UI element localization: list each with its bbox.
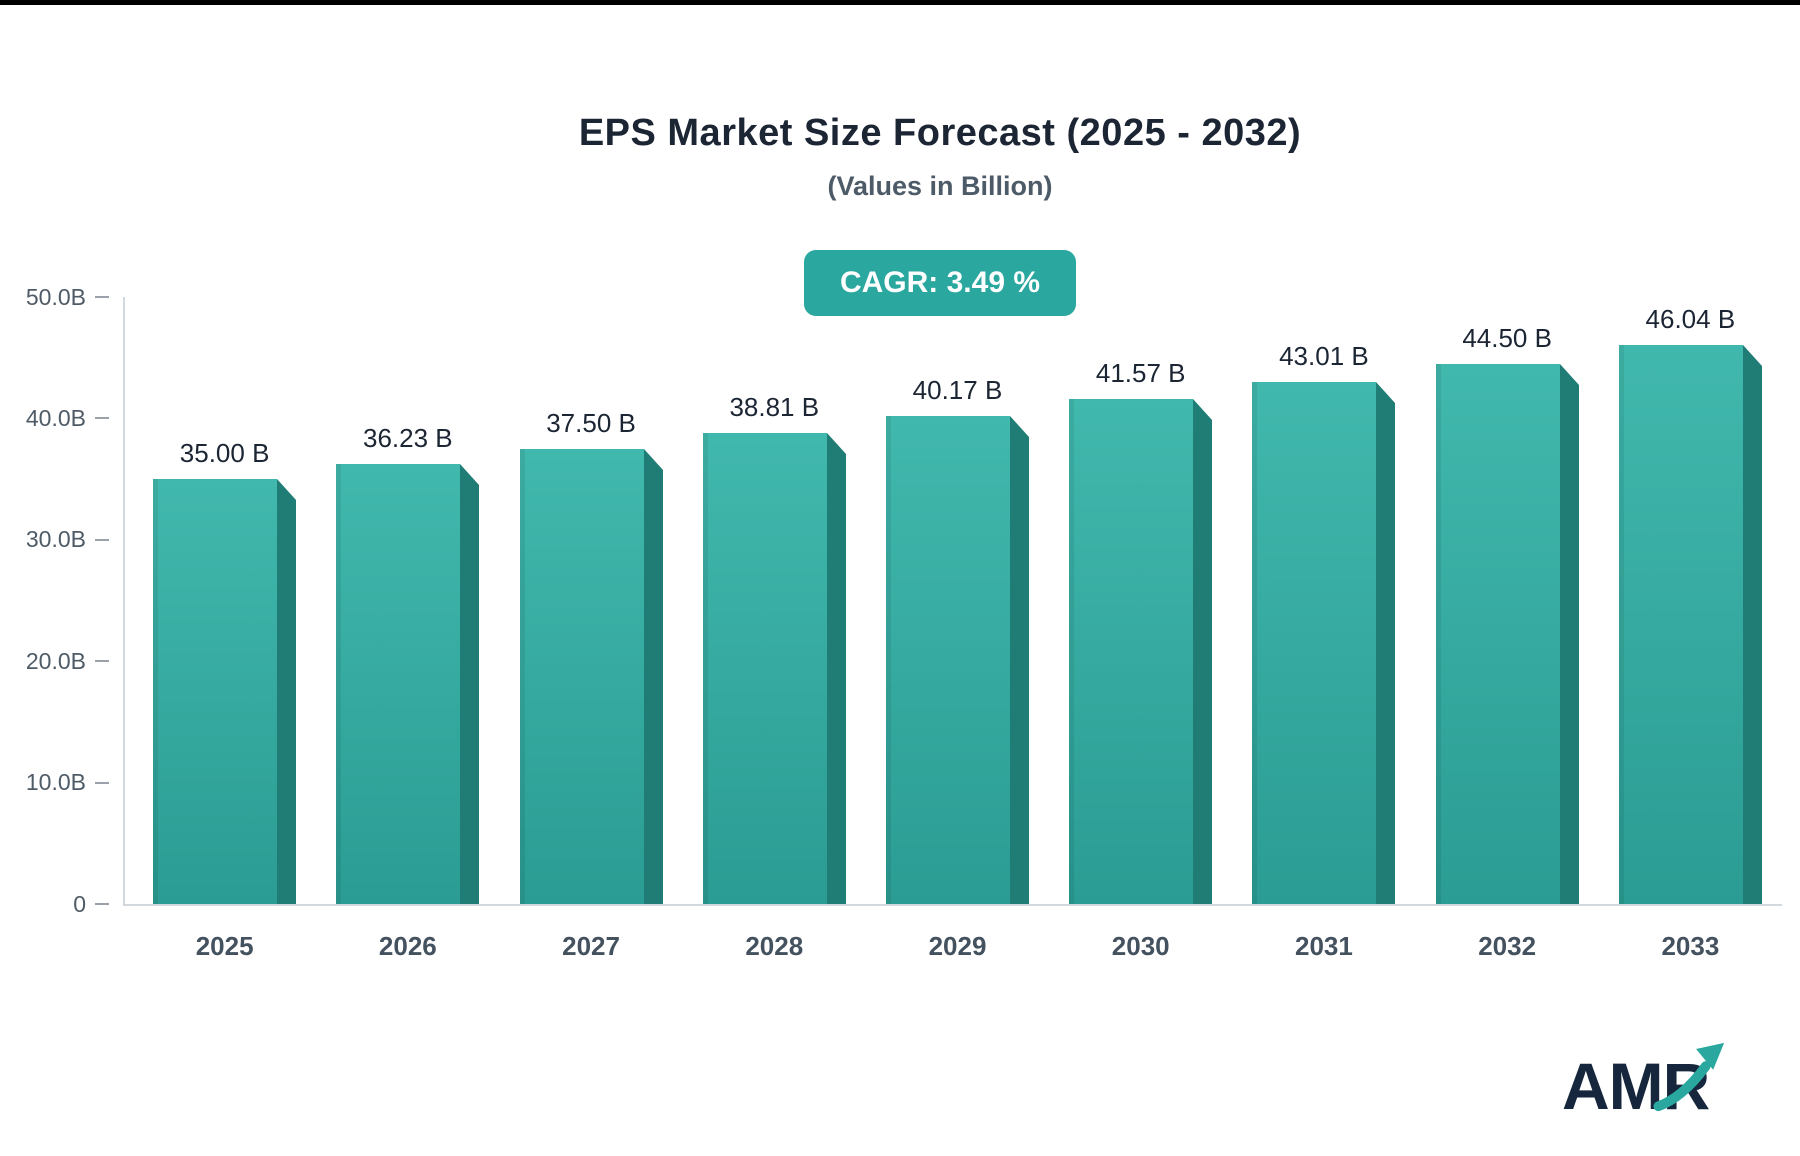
bar-face <box>519 448 644 904</box>
bar-value-label: 38.81 B <box>729 391 820 422</box>
bar-group: 36.23 B 2026 <box>316 297 499 961</box>
chart-subtitle: (Values in Billion) <box>827 171 1053 201</box>
bar-value-label: 44.50 B <box>1462 322 1552 353</box>
bar-group: 37.50 B 2027 <box>499 297 682 961</box>
bar <box>1618 345 1762 904</box>
y-tick-mark <box>95 538 109 541</box>
bar <box>519 448 663 904</box>
bar-face <box>1618 345 1743 904</box>
x-axis-label: 2027 <box>562 931 620 961</box>
bar-value-label: 43.01 B <box>1279 340 1369 371</box>
y-tick-label: 50.0B <box>25 283 86 310</box>
bar-top-corner <box>1742 345 1762 367</box>
bar-side-face <box>1009 437 1029 904</box>
bar-top-corner <box>1009 416 1029 438</box>
bar-side-face <box>277 500 297 904</box>
bar-group: 44.50 B 2032 <box>1416 297 1599 961</box>
bar-group: 40.17 B 2029 <box>866 297 1049 961</box>
y-tick-mark <box>95 296 109 298</box>
bar-face <box>153 479 278 904</box>
x-axis-label: 2028 <box>745 931 804 961</box>
bar-group: 38.81 B 2028 <box>683 297 866 961</box>
x-axis-label: 2033 <box>1661 931 1720 961</box>
x-axis-label: 2030 <box>1111 931 1170 961</box>
y-tick-mark <box>95 781 109 784</box>
y-tick: 50.0B <box>5 283 109 310</box>
bar-top-corner <box>643 448 663 470</box>
bar-side-face <box>1559 384 1579 904</box>
bar-side-face <box>643 469 663 904</box>
bar-value-label: 41.57 B <box>1095 358 1186 389</box>
x-axis-label: 2031 <box>1295 931 1353 961</box>
bar-face <box>885 416 1010 904</box>
bar-face <box>1069 399 1194 904</box>
bars: 35.00 B 2025 36.23 B 2026 37.50 B 2027 38.81 B… <box>133 297 1782 961</box>
bar <box>336 464 480 904</box>
cagr-badge: CAGR: 3.49 % <box>803 250 1077 316</box>
bar <box>702 432 846 904</box>
bar-face <box>702 432 827 904</box>
y-tick: 0 <box>5 890 109 917</box>
bar-group: 43.01 B 2031 <box>1232 297 1415 961</box>
bar-value-label: 36.23 B <box>363 423 453 454</box>
y-tick: 10.0B <box>5 769 109 796</box>
bar-value-label: 37.50 B <box>546 407 636 438</box>
cagr-badge-row: CAGR: 3.49 % <box>80 202 1800 316</box>
x-axis-label: 2025 <box>195 931 254 961</box>
y-tick: 30.0B <box>5 526 109 553</box>
bar-side-face <box>1742 366 1762 904</box>
plot-area: 0 10.0B 20.0B 30.0B 40.0B 50.0B 35.00 B 2025 36… <box>26 284 1782 961</box>
bar-face <box>336 464 461 904</box>
bar <box>1252 381 1396 904</box>
y-tick-mark <box>95 903 109 905</box>
y-tick-label: 10.0B <box>25 769 86 796</box>
x-axis-label: 2029 <box>928 931 987 961</box>
bar-side-face <box>826 453 846 904</box>
bar-top-corner <box>277 479 297 501</box>
bar-top-corner <box>1193 399 1213 421</box>
bar-face <box>1435 363 1560 904</box>
chart-header: EPS Market Size Forecast (2025 - 2032) (… <box>80 0 1800 316</box>
bar-top-corner <box>1559 363 1579 385</box>
bar-side-face <box>460 485 480 904</box>
bar-top-corner <box>826 432 846 454</box>
bar-top-corner <box>460 464 480 486</box>
x-axis-label: 2026 <box>378 931 437 961</box>
bar-group: 46.04 B 2033 <box>1599 297 1782 961</box>
bar-group: 41.57 B 2030 <box>1049 297 1232 961</box>
bar <box>1435 363 1579 904</box>
y-tick: 40.0B <box>5 404 109 431</box>
y-tick-label: 20.0B <box>25 647 86 674</box>
x-axis-line <box>123 904 1782 906</box>
y-tick-mark <box>95 417 109 420</box>
y-tick-mark <box>95 660 109 663</box>
y-axis-line <box>123 297 125 904</box>
bar-side-face <box>1193 420 1213 904</box>
bar-value-label: 35.00 B <box>179 438 270 469</box>
bar-value-label: 40.17 B <box>912 375 1003 406</box>
bar <box>1069 399 1213 904</box>
y-tick: 20.0B <box>5 647 109 674</box>
chart-title: EPS Market Size Forecast (2025 - 2032) <box>578 112 1302 154</box>
y-tick-label: 30.0B <box>25 526 86 553</box>
bar-value-label: 46.04 B <box>1645 304 1736 335</box>
bar <box>153 479 297 904</box>
bar <box>885 416 1029 904</box>
bar-top-corner <box>1376 381 1396 403</box>
logo-arrow-icon <box>1653 1042 1725 1112</box>
top-border <box>0 0 1800 5</box>
bar-group: 35.00 B 2025 <box>133 297 316 961</box>
x-axis-label: 2032 <box>1478 931 1537 961</box>
y-tick-label: 0 <box>73 890 86 917</box>
bar-side-face <box>1376 402 1396 904</box>
bar-face <box>1252 381 1377 904</box>
y-tick-label: 40.0B <box>25 404 86 431</box>
amr-logo: AMR <box>1562 1042 1725 1124</box>
